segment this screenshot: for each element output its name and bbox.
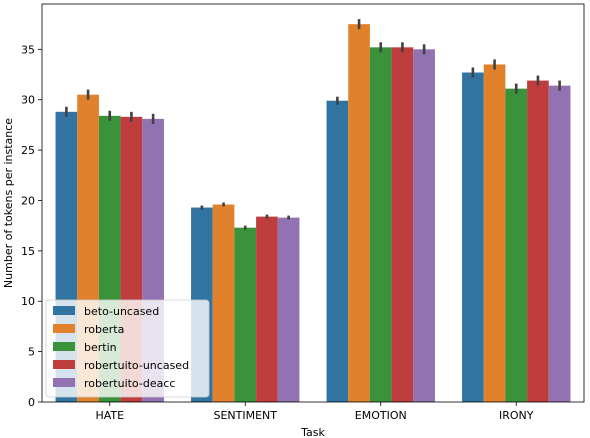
error-bars-layer bbox=[65, 19, 561, 230]
bar bbox=[369, 47, 392, 402]
legend-entry: robertuito-uncased bbox=[84, 359, 189, 372]
x-axis-label: Task bbox=[300, 426, 325, 438]
bar bbox=[277, 217, 300, 402]
legend-swatch bbox=[53, 324, 75, 333]
x-tick-label: SENTIMENT bbox=[213, 409, 277, 422]
bar bbox=[391, 47, 414, 402]
bars-layer bbox=[55, 24, 571, 403]
y-tick-label: 15 bbox=[21, 245, 35, 258]
bar bbox=[548, 85, 571, 403]
x-tick-label: HATE bbox=[95, 409, 124, 422]
y-tick-label: 0 bbox=[28, 396, 35, 409]
legend-entry: bertin bbox=[84, 341, 117, 354]
bar bbox=[212, 204, 235, 402]
bar bbox=[348, 24, 370, 403]
bar bbox=[527, 80, 549, 403]
x-tick-label: EMOTION bbox=[355, 409, 407, 422]
x-tick-label: IRONY bbox=[499, 409, 534, 422]
legend-entry: roberta bbox=[84, 323, 124, 336]
legend-swatch bbox=[53, 306, 75, 315]
bar bbox=[413, 49, 435, 403]
legend-swatch bbox=[53, 342, 75, 351]
y-axis-label: Number of tokens per instance bbox=[2, 118, 15, 288]
bar bbox=[234, 227, 257, 402]
y-tick-label: 5 bbox=[28, 346, 35, 359]
x-axis: HATE SENTIMENT EMOTION IRONY bbox=[95, 402, 534, 422]
bar bbox=[462, 72, 484, 403]
bar bbox=[326, 100, 349, 402]
y-tick-label: 10 bbox=[21, 295, 35, 308]
y-tick-label: 25 bbox=[21, 144, 35, 157]
bar bbox=[505, 88, 528, 403]
legend-swatch bbox=[53, 378, 75, 387]
legend-swatch bbox=[53, 360, 75, 369]
legend: beto-uncased roberta bertin robertuito-unca… bbox=[45, 299, 210, 398]
y-axis: 0 5 10 15 20 25 30 35 bbox=[21, 43, 42, 409]
legend-entry: robertuito-deacc bbox=[84, 377, 175, 390]
y-tick-label: 20 bbox=[21, 194, 35, 207]
bar bbox=[483, 64, 506, 403]
legend-box bbox=[45, 299, 210, 398]
y-tick-label: 30 bbox=[21, 94, 35, 107]
bar bbox=[256, 216, 278, 402]
y-tick-label: 35 bbox=[21, 43, 35, 56]
plot-frame bbox=[41, 3, 585, 403]
legend-entry: beto-uncased bbox=[84, 305, 159, 318]
